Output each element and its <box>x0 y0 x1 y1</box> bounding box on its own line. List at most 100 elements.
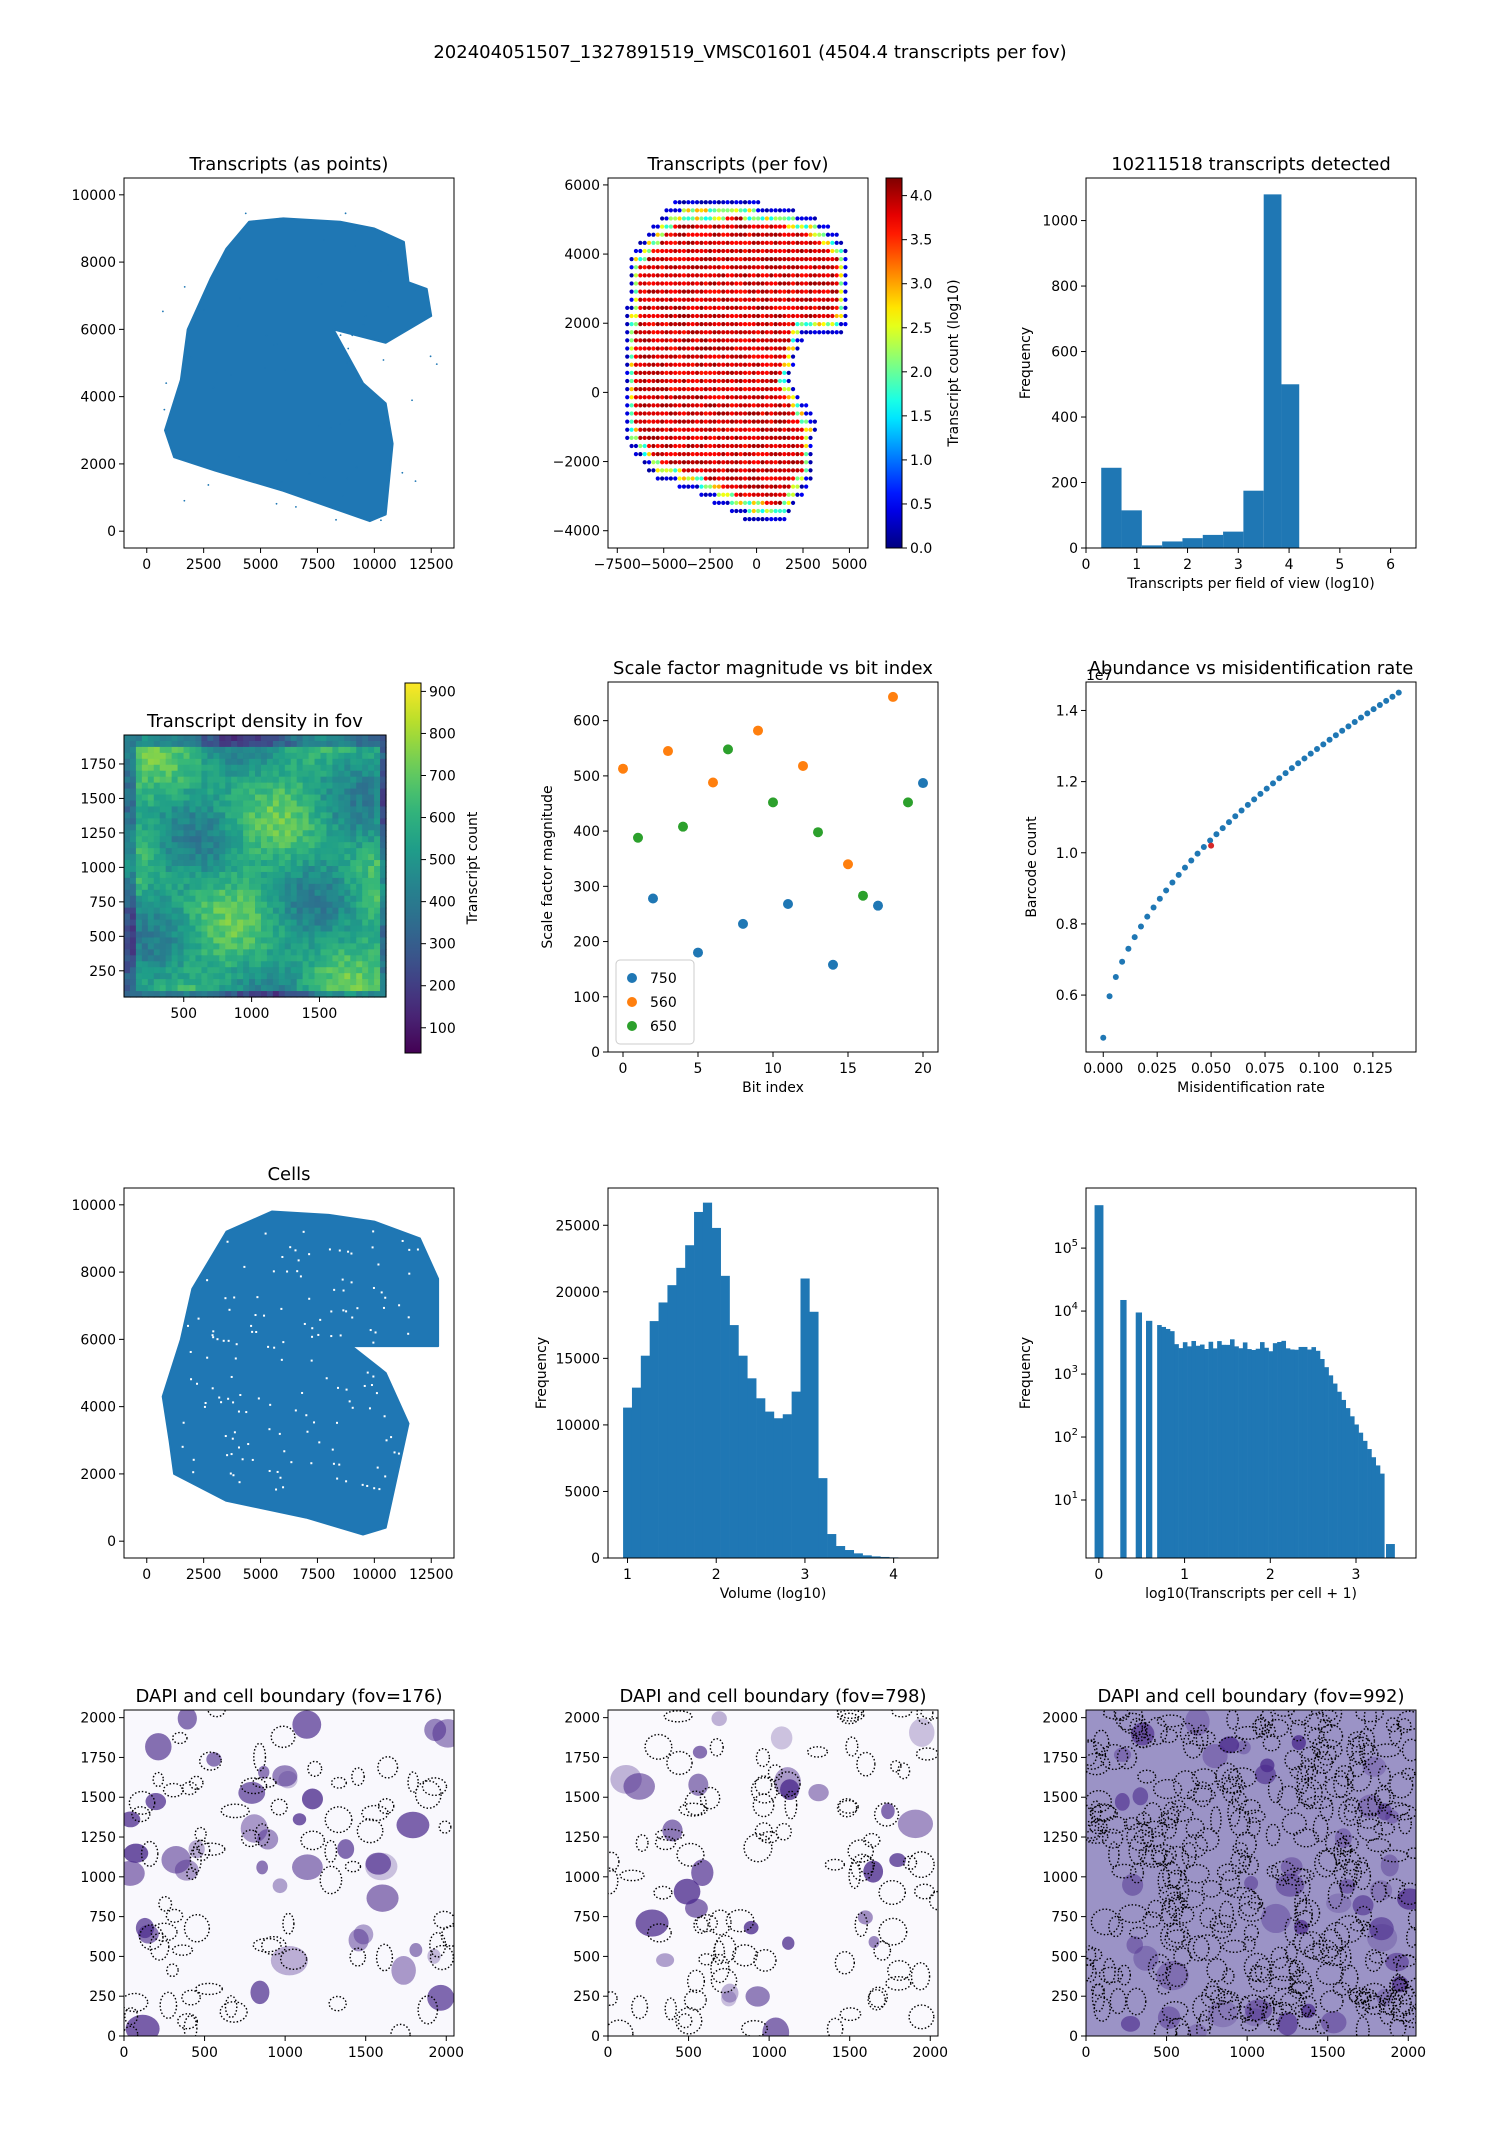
scale-factor-point <box>813 827 823 838</box>
fov-point <box>769 492 774 497</box>
fov-point <box>786 411 791 416</box>
density-cell <box>314 991 322 998</box>
fov-point <box>681 313 687 319</box>
fov-point <box>773 411 778 416</box>
legend-label: 650 <box>650 1019 677 1035</box>
density-cell <box>374 752 381 760</box>
density-cell <box>350 735 357 742</box>
fov-point <box>642 395 647 400</box>
density-cell <box>171 877 179 885</box>
fov-point <box>651 297 656 302</box>
density-cell <box>302 931 310 939</box>
fov-point <box>738 468 743 473</box>
y-tick-label: 1500 <box>564 1790 600 1806</box>
density-cell <box>189 877 197 885</box>
fov-point <box>712 435 717 440</box>
fov-point <box>782 476 787 481</box>
density-cell <box>249 854 256 861</box>
fov-point <box>725 378 730 384</box>
fov-point <box>686 403 691 408</box>
cell-boundary <box>186 1867 198 1881</box>
density-cell <box>213 955 220 962</box>
colorbar-tick-label: 4.0 <box>910 189 932 205</box>
density-cell <box>135 782 143 790</box>
fov-point <box>838 330 844 335</box>
scale-factor-point <box>723 744 733 755</box>
cell-boundary <box>261 1935 287 1956</box>
fov-point <box>708 370 713 375</box>
density-cell <box>266 913 274 921</box>
fov-point <box>716 305 721 310</box>
fov-point <box>642 321 647 327</box>
fov-point <box>660 265 665 270</box>
cells-gap <box>275 1488 278 1491</box>
density-cell <box>290 854 298 861</box>
fov-point <box>782 370 787 375</box>
density-cell <box>165 758 173 766</box>
cells-gap <box>370 1384 373 1387</box>
fov-point <box>799 403 804 408</box>
density-cell <box>165 860 173 867</box>
fov-point <box>804 330 809 335</box>
fov-point <box>699 427 704 432</box>
density-cell <box>314 794 322 802</box>
fov-point <box>712 427 717 432</box>
density-cell <box>171 848 179 855</box>
density-cell <box>213 961 220 968</box>
density-cell <box>272 836 280 843</box>
fov-point <box>782 313 787 319</box>
density-cell <box>165 752 173 760</box>
density-cell <box>284 985 292 992</box>
fov-point <box>804 403 809 408</box>
density-cell <box>332 764 339 772</box>
x-tick-label: 5 <box>1335 557 1344 573</box>
density-cell <box>153 735 161 742</box>
fov-point <box>729 265 735 270</box>
fov-point <box>694 273 700 278</box>
density-cell <box>141 812 149 819</box>
fov-point <box>756 321 761 327</box>
colorbar-tick-label: 1.5 <box>910 409 932 425</box>
fov-point <box>646 256 652 262</box>
density-cell <box>374 949 381 956</box>
cell-boundary <box>750 1776 779 1804</box>
density-cell <box>249 925 256 933</box>
x-tick-label: 1000 <box>234 1006 270 1022</box>
y-tick-label: 103 <box>1054 1364 1078 1383</box>
density-cell <box>260 752 268 760</box>
density-cell <box>183 788 191 796</box>
fov-point <box>638 321 643 327</box>
fov-point <box>629 321 634 327</box>
density-cell <box>344 925 351 933</box>
cell-boundary <box>908 2004 935 2030</box>
fov-point <box>825 232 831 237</box>
cell-boundary <box>878 1917 908 1946</box>
density-cell <box>183 830 191 837</box>
fov-point <box>633 305 639 310</box>
y-tick-label: 105 <box>1054 1238 1078 1257</box>
fov-point <box>760 484 765 489</box>
density-cell <box>124 925 131 933</box>
fov-point <box>646 289 652 294</box>
fov-point <box>690 297 695 302</box>
fov-point <box>751 305 756 310</box>
density-cell <box>362 943 369 950</box>
cells-gap <box>366 1371 369 1374</box>
density-cell <box>231 943 238 950</box>
fov-point <box>738 370 743 375</box>
fov-point <box>703 305 708 310</box>
density-cell <box>249 812 256 819</box>
nucleus <box>656 1953 675 1968</box>
y-tick-label: 250 <box>89 964 116 980</box>
density-cell <box>284 764 292 772</box>
cell-boundary <box>759 1831 779 1844</box>
fov-point <box>777 378 783 384</box>
fov-point <box>756 492 761 497</box>
density-cell <box>153 818 161 825</box>
density-cell <box>266 776 274 784</box>
fov-point <box>795 224 800 229</box>
fov-point <box>799 256 804 262</box>
fov-point <box>668 411 673 416</box>
subplot-title: Cells <box>267 1164 310 1185</box>
density-cell <box>237 836 244 843</box>
